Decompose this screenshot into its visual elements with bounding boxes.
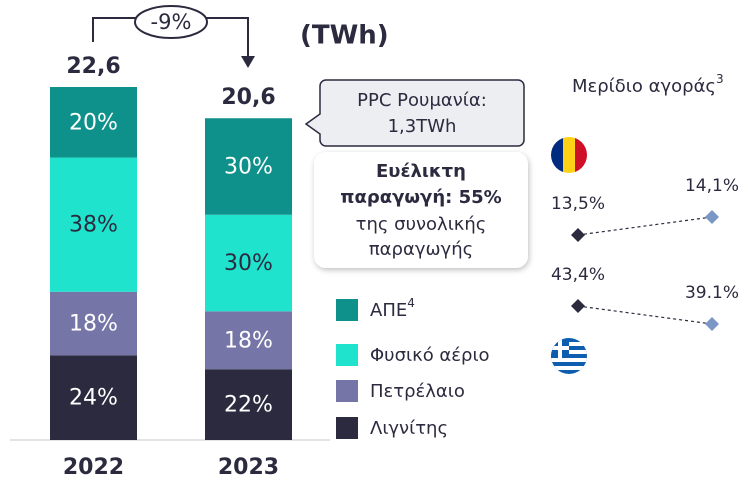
segment-label: 20% xyxy=(69,110,118,135)
unit-label: (TWh) xyxy=(300,21,389,51)
share-label: 14,1% xyxy=(685,176,739,196)
segment-label: 18% xyxy=(224,328,273,353)
share-line xyxy=(577,305,713,325)
legend-label: Φυσικό αέριο xyxy=(370,345,490,366)
total-label: 20,6 xyxy=(221,85,275,110)
arrow-head xyxy=(241,56,255,68)
note-text: Ευέλικτη xyxy=(376,161,466,182)
legend-name: ΑΠΕ xyxy=(370,300,407,321)
bar-segment xyxy=(50,355,137,440)
legend-swatch xyxy=(336,299,358,321)
bar-segment xyxy=(50,157,137,292)
note-text: της συνολικής xyxy=(356,214,487,235)
legend-footnote: 4 xyxy=(407,296,415,310)
flag-romania xyxy=(551,137,587,173)
bar-segment xyxy=(205,214,292,312)
title-text: Μερίδιο αγοράς xyxy=(572,76,716,97)
legend-label: Λιγνίτης xyxy=(370,418,448,439)
flag-greece xyxy=(551,338,587,374)
bar-segment xyxy=(205,118,292,215)
legend-name: Πετρέλαιο xyxy=(370,381,465,402)
segment-label: 38% xyxy=(69,213,118,238)
note-box xyxy=(314,152,528,268)
title-footnote: 3 xyxy=(716,72,724,86)
bar-segment xyxy=(205,311,292,370)
segment-label: 30% xyxy=(224,251,273,276)
share-point xyxy=(571,228,585,242)
bar-segment xyxy=(50,87,137,158)
legend-swatch xyxy=(336,380,358,402)
x-tick-label: 2022 xyxy=(63,455,124,480)
legend-label: Πετρέλαιο xyxy=(370,381,465,402)
bar-segment xyxy=(205,369,292,440)
change-badge xyxy=(134,5,208,39)
legend-swatch xyxy=(336,344,358,366)
segment-label: 24% xyxy=(69,386,118,411)
callout-text: PPC Ρουμανία: xyxy=(357,90,487,111)
legend-name: Λιγνίτης xyxy=(370,418,448,439)
share-point xyxy=(705,210,719,224)
share-label: 39.1% xyxy=(685,283,739,303)
note-text: παραγωγή: 55% xyxy=(340,187,501,208)
share-point xyxy=(571,299,585,313)
line-title: Μερίδιο αγοράς3 xyxy=(572,72,724,98)
share-point xyxy=(705,317,719,331)
legend-label: ΑΠΕ4 xyxy=(370,296,415,322)
segment-label: 22% xyxy=(224,393,273,418)
legend-name: Φυσικό αέριο xyxy=(370,345,490,366)
callout-box xyxy=(304,79,525,147)
total-label: 22,6 xyxy=(66,54,120,79)
share-line xyxy=(577,216,713,236)
share-label: 43,4% xyxy=(551,265,605,285)
segment-label: 18% xyxy=(69,312,118,337)
segment-label: 30% xyxy=(224,155,273,180)
share-label: 13,5% xyxy=(551,194,605,214)
note-text: παραγωγής xyxy=(369,239,473,260)
bar-segment xyxy=(50,291,137,356)
callout-text: 1,3TWh xyxy=(388,116,457,137)
x-tick-label: 2023 xyxy=(218,455,279,480)
change-label: -9% xyxy=(151,10,192,34)
legend-swatch xyxy=(336,417,358,439)
